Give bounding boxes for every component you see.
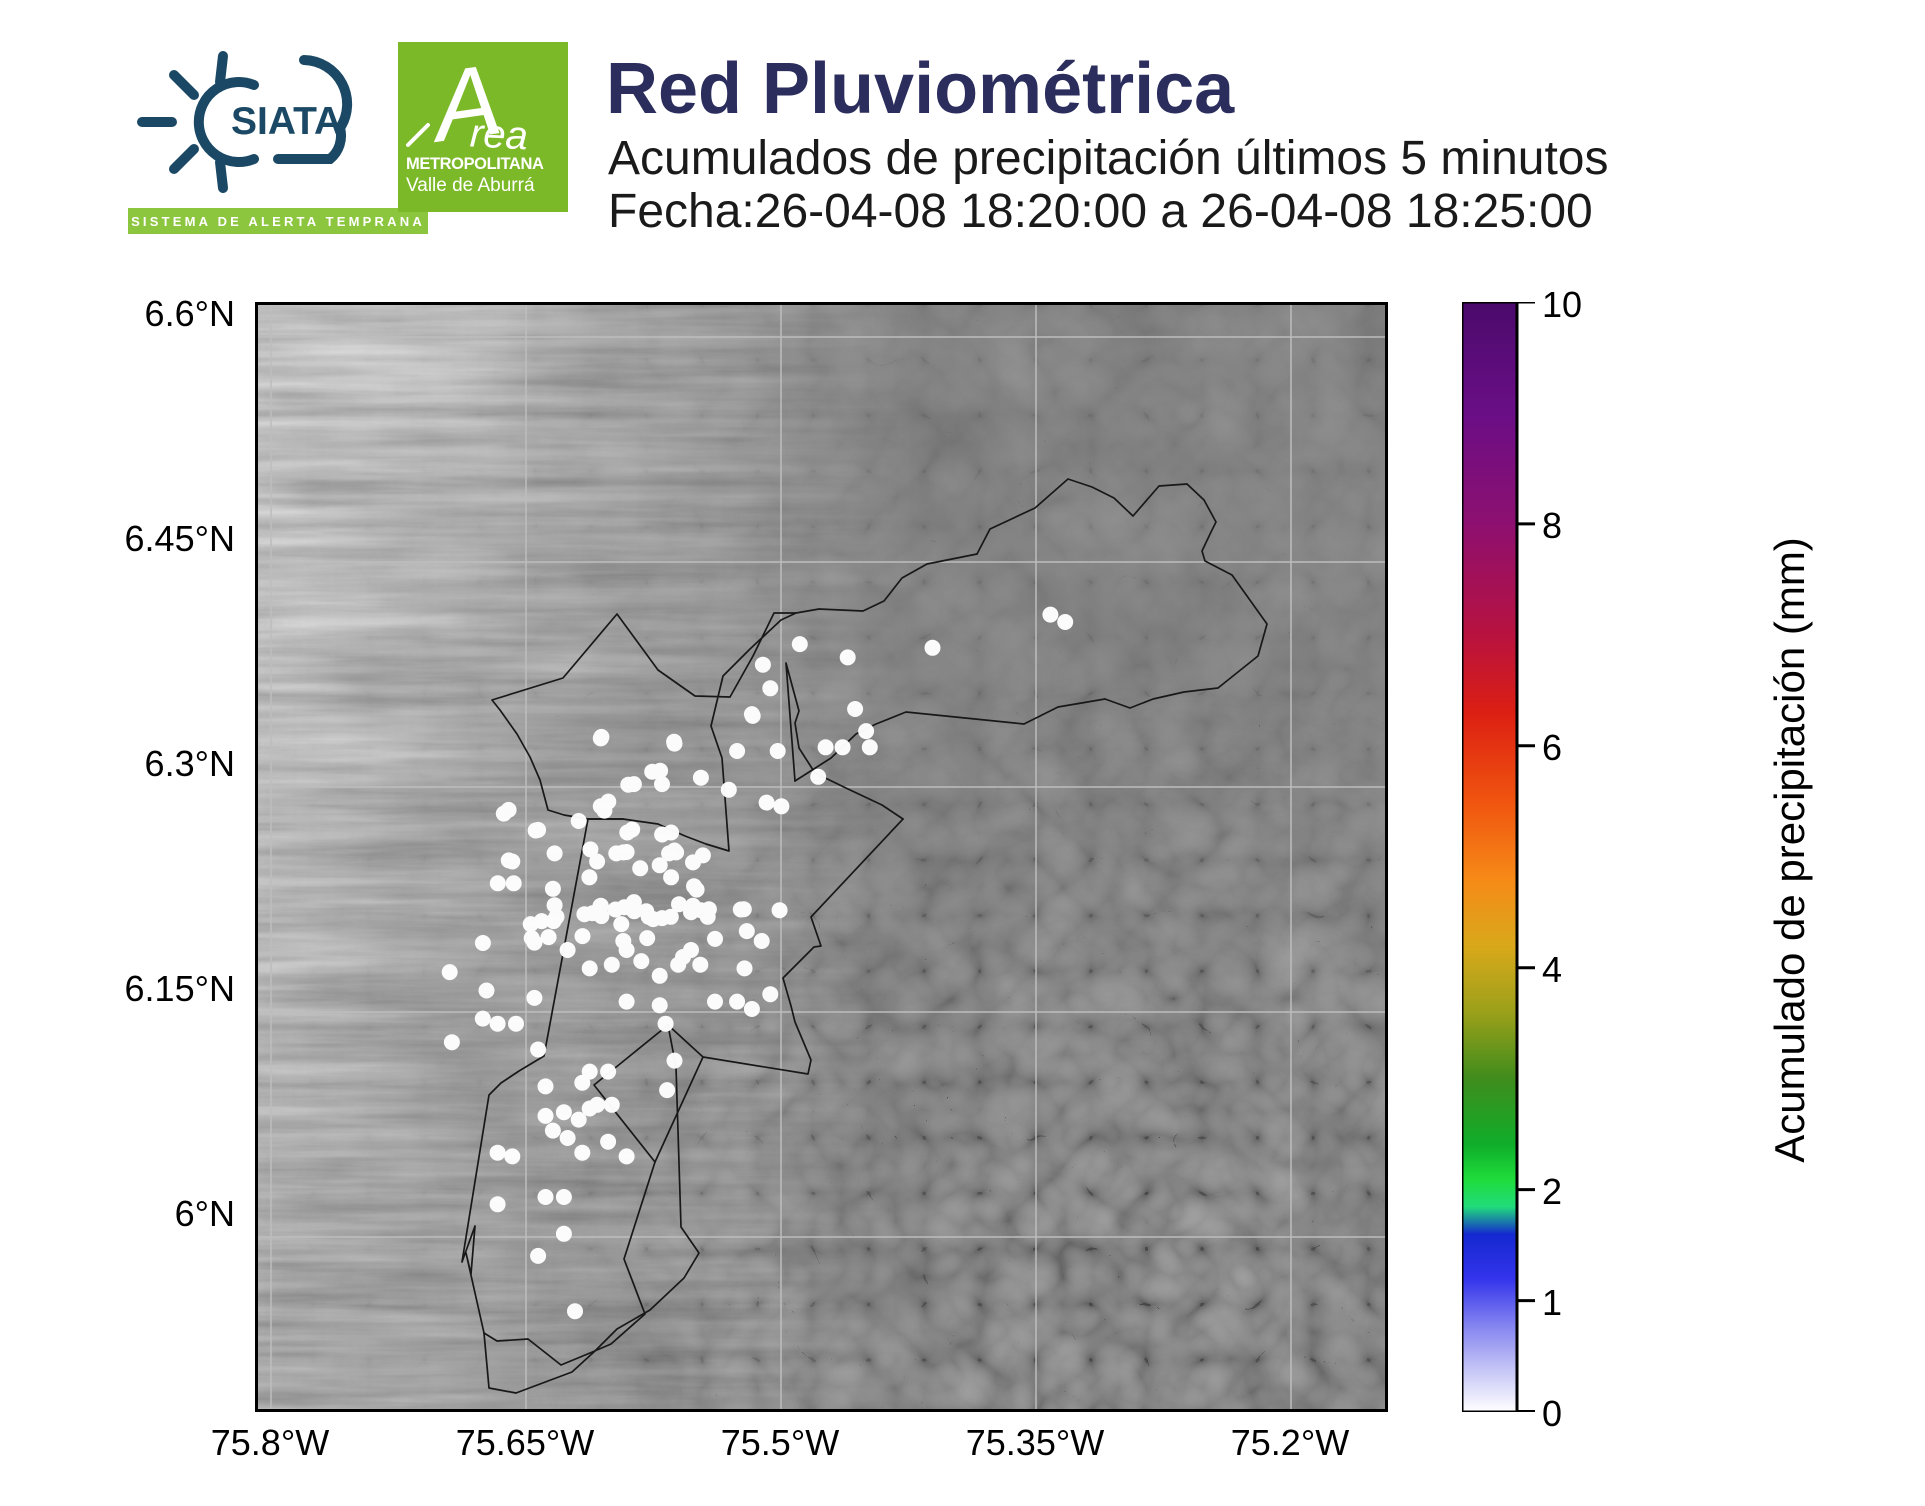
svg-text:rea: rea (469, 111, 529, 152)
svg-text:SIATA: SIATA (231, 100, 342, 143)
